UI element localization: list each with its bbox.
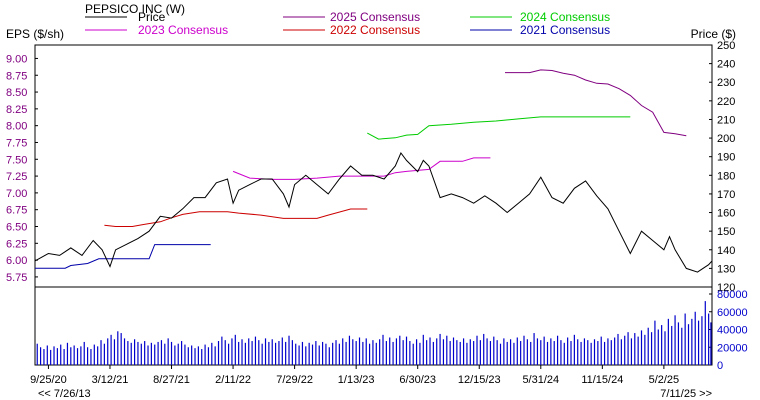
- price-tick-label: 190: [717, 152, 735, 164]
- range-start-label[interactable]: << 7/26/13: [38, 388, 91, 400]
- series-line-2021-consensus: [35, 244, 211, 269]
- x-tick-label: 5/31/24: [522, 374, 559, 386]
- x-tick-label: 5/2/25: [649, 374, 680, 386]
- price-axis: 250 240 230 220 210 200 190 180 170 160 150 140 130 1…: [709, 40, 735, 294]
- price-tick-label: 200: [717, 133, 735, 145]
- eps-tick-label: 6.00: [6, 255, 27, 267]
- price-tick-label: 120: [717, 282, 735, 294]
- price-tick-label: 130: [717, 263, 735, 275]
- price-tick-label: 140: [717, 245, 735, 257]
- eps-axis: 9.00 8.75 8.50 8.25 8.00 7.75 7.50 7.25 7.00 6.75…: [6, 53, 38, 284]
- eps-tick-label: 6.25: [6, 238, 27, 250]
- price-tick-label: 210: [717, 114, 735, 126]
- eps-tick-label: 7.25: [6, 171, 27, 183]
- x-tick-label: 12/15/23: [458, 374, 501, 386]
- series-line-2023-consensus: [232, 157, 491, 180]
- eps-tick-label: 8.50: [6, 87, 27, 99]
- chart-title: PEPSICO INC (W): [85, 2, 185, 16]
- legend-label-2025-consensus: 2025 Consensus: [330, 10, 420, 24]
- price-tick-label: 160: [717, 208, 735, 220]
- x-tick-label: 9/25/20: [30, 374, 67, 386]
- x-tick-label: 2/11/22: [215, 374, 251, 386]
- volume-axis: 80000 60000 40000 20000 0: [709, 289, 748, 372]
- range-end-label[interactable]: 7/11/25 >>: [660, 388, 712, 400]
- volume-tick-label: 40000: [717, 325, 748, 337]
- eps-tick-label: 7.00: [6, 188, 27, 200]
- x-tick-label: 11/15/24: [581, 374, 623, 386]
- price-tick-label: 240: [717, 59, 735, 71]
- volume-bars: [36, 301, 712, 365]
- eps-tick-label: 7.50: [6, 154, 27, 166]
- price-tick-label: 150: [717, 226, 735, 238]
- series-line-2025-consensus: [505, 69, 687, 137]
- eps-tick-label: 7.75: [6, 137, 27, 149]
- legend-label-2024-consensus: 2024 Consensus: [520, 10, 610, 24]
- volume-tick-label: 60000: [717, 307, 748, 319]
- legend-label-2022-consensus: 2022 Consensus: [330, 23, 420, 37]
- eps-tick-label: 8.25: [6, 104, 27, 116]
- price-tick-label: 230: [717, 77, 735, 89]
- plot-frame: [34, 44, 713, 366]
- x-tick-label: 8/27/21: [153, 374, 190, 386]
- eps-tick-label: 8.00: [6, 121, 27, 133]
- series-line-price: [34, 152, 713, 273]
- price-line-group: [34, 152, 713, 273]
- legend-label-2023-consensus: 2023 Consensus: [138, 23, 228, 37]
- price-tick-label: 220: [717, 96, 735, 108]
- eps-tick-label: 8.75: [6, 70, 27, 82]
- eps-tick-label: 9.00: [6, 53, 27, 65]
- series-line-2022-consensus: [104, 208, 368, 227]
- legend-label-2021-consensus: 2021 Consensus: [520, 23, 610, 37]
- x-tick-label: 7/29/22: [276, 374, 313, 386]
- volume-tick-label: 20000: [717, 342, 748, 354]
- price-tick-label: 180: [717, 170, 735, 182]
- x-tick-label: 1/13/23: [338, 374, 375, 386]
- legend-label-price: Price: [138, 10, 166, 24]
- eps-axis-label: EPS ($/sh): [6, 27, 64, 41]
- eps-tick-label: 6.50: [6, 222, 27, 234]
- consensus-lines: [35, 69, 687, 269]
- price-tick-label: 170: [717, 189, 735, 201]
- series-line-2024-consensus: [367, 116, 631, 140]
- eps-tick-label: 5.75: [6, 272, 27, 284]
- x-tick-label: 3/12/21: [92, 374, 129, 386]
- volume-tick-label: 0: [717, 360, 723, 372]
- x-tick-label: 6/30/23: [399, 374, 436, 386]
- price-axis-label: Price ($): [691, 27, 736, 41]
- eps-tick-label: 6.75: [6, 205, 27, 217]
- x-axis: 9/25/20 3/12/21 8/27/21 2/11/22 7/29/22 1/13/…: [30, 365, 679, 386]
- volume-tick-label: 80000: [717, 289, 748, 301]
- price-tick-label: 250: [717, 40, 735, 52]
